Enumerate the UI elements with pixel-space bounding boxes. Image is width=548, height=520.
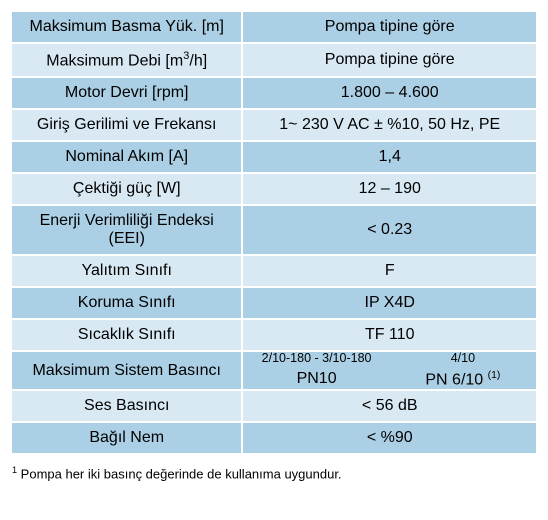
row-label: Enerji Verimliliği Endeksi(EEI): [11, 205, 242, 255]
table-row: Maksimum Basma Yük. [m]Pompa tipine göre: [11, 11, 537, 43]
table-row: Maksimum Sistem Basıncı2/10-180 - 3/10-1…: [11, 351, 537, 390]
table-row: Yalıtım SınıfıF: [11, 255, 537, 287]
dual-right-top: 4/10: [390, 352, 536, 370]
row-value: TF 110: [242, 319, 537, 351]
row-label: Maksimum Basma Yük. [m]: [11, 11, 242, 43]
row-value: Pompa tipine göre: [242, 43, 537, 77]
row-label: Koruma Sınıfı: [11, 287, 242, 319]
row-label: Maksimum Sistem Basıncı: [11, 351, 242, 390]
row-value: 2/10-180 - 3/10-180PN104/10PN 6/10 (1): [242, 351, 537, 390]
table-row: Motor Devri [rpm]1.800 – 4.600: [11, 77, 537, 109]
row-label: Çektiği güç [W]: [11, 173, 242, 205]
row-value: 12 – 190: [242, 173, 537, 205]
row-value: 1,4: [242, 141, 537, 173]
row-value: IP X4D: [242, 287, 537, 319]
row-value: Pompa tipine göre: [242, 11, 537, 43]
table-row: Ses Basıncı< 56 dB: [11, 390, 537, 422]
table-row: Çektiği güç [W]12 – 190: [11, 173, 537, 205]
spec-table-container: Maksimum Basma Yük. [m]Pompa tipine göre…: [10, 10, 538, 481]
table-row: Giriş Gerilimi ve Frekansı1~ 230 V AC ± …: [11, 109, 537, 141]
table-row: Koruma SınıfıIP X4D: [11, 287, 537, 319]
row-label: Yalıtım Sınıfı: [11, 255, 242, 287]
row-label: Giriş Gerilimi ve Frekansı: [11, 109, 242, 141]
dual-left: 2/10-180 - 3/10-180PN10: [243, 352, 389, 389]
row-value: 1.800 – 4.600: [242, 77, 537, 109]
dual-right: 4/10PN 6/10 (1): [390, 352, 536, 389]
table-row: Nominal Akım [A]1,4: [11, 141, 537, 173]
dual-right-bottom: PN 6/10 (1): [390, 370, 536, 389]
row-value: 1~ 230 V AC ± %10, 50 Hz, PE: [242, 109, 537, 141]
table-row: Maksimum Debi [m3/h]Pompa tipine göre: [11, 43, 537, 77]
row-label: Ses Basıncı: [11, 390, 242, 422]
footnote: 1 Pompa her iki basınç değerinde de kull…: [10, 455, 538, 481]
table-row: Sıcaklık SınıfıTF 110: [11, 319, 537, 351]
row-value: F: [242, 255, 537, 287]
row-label: Nominal Akım [A]: [11, 141, 242, 173]
spec-table: Maksimum Basma Yük. [m]Pompa tipine göre…: [10, 10, 538, 455]
row-value: < 56 dB: [242, 390, 537, 422]
row-value: < 0.23: [242, 205, 537, 255]
row-label: Sıcaklık Sınıfı: [11, 319, 242, 351]
dual-left-top: 2/10-180 - 3/10-180: [243, 352, 389, 370]
row-label: Maksimum Debi [m3/h]: [11, 43, 242, 77]
row-label: Motor Devri [rpm]: [11, 77, 242, 109]
row-label: Bağıl Nem: [11, 422, 242, 454]
table-row: Bağıl Nem< %90: [11, 422, 537, 454]
row-value: < %90: [242, 422, 537, 454]
dual-left-bottom: PN10: [243, 370, 389, 388]
table-row: Enerji Verimliliği Endeksi(EEI)< 0.23: [11, 205, 537, 255]
